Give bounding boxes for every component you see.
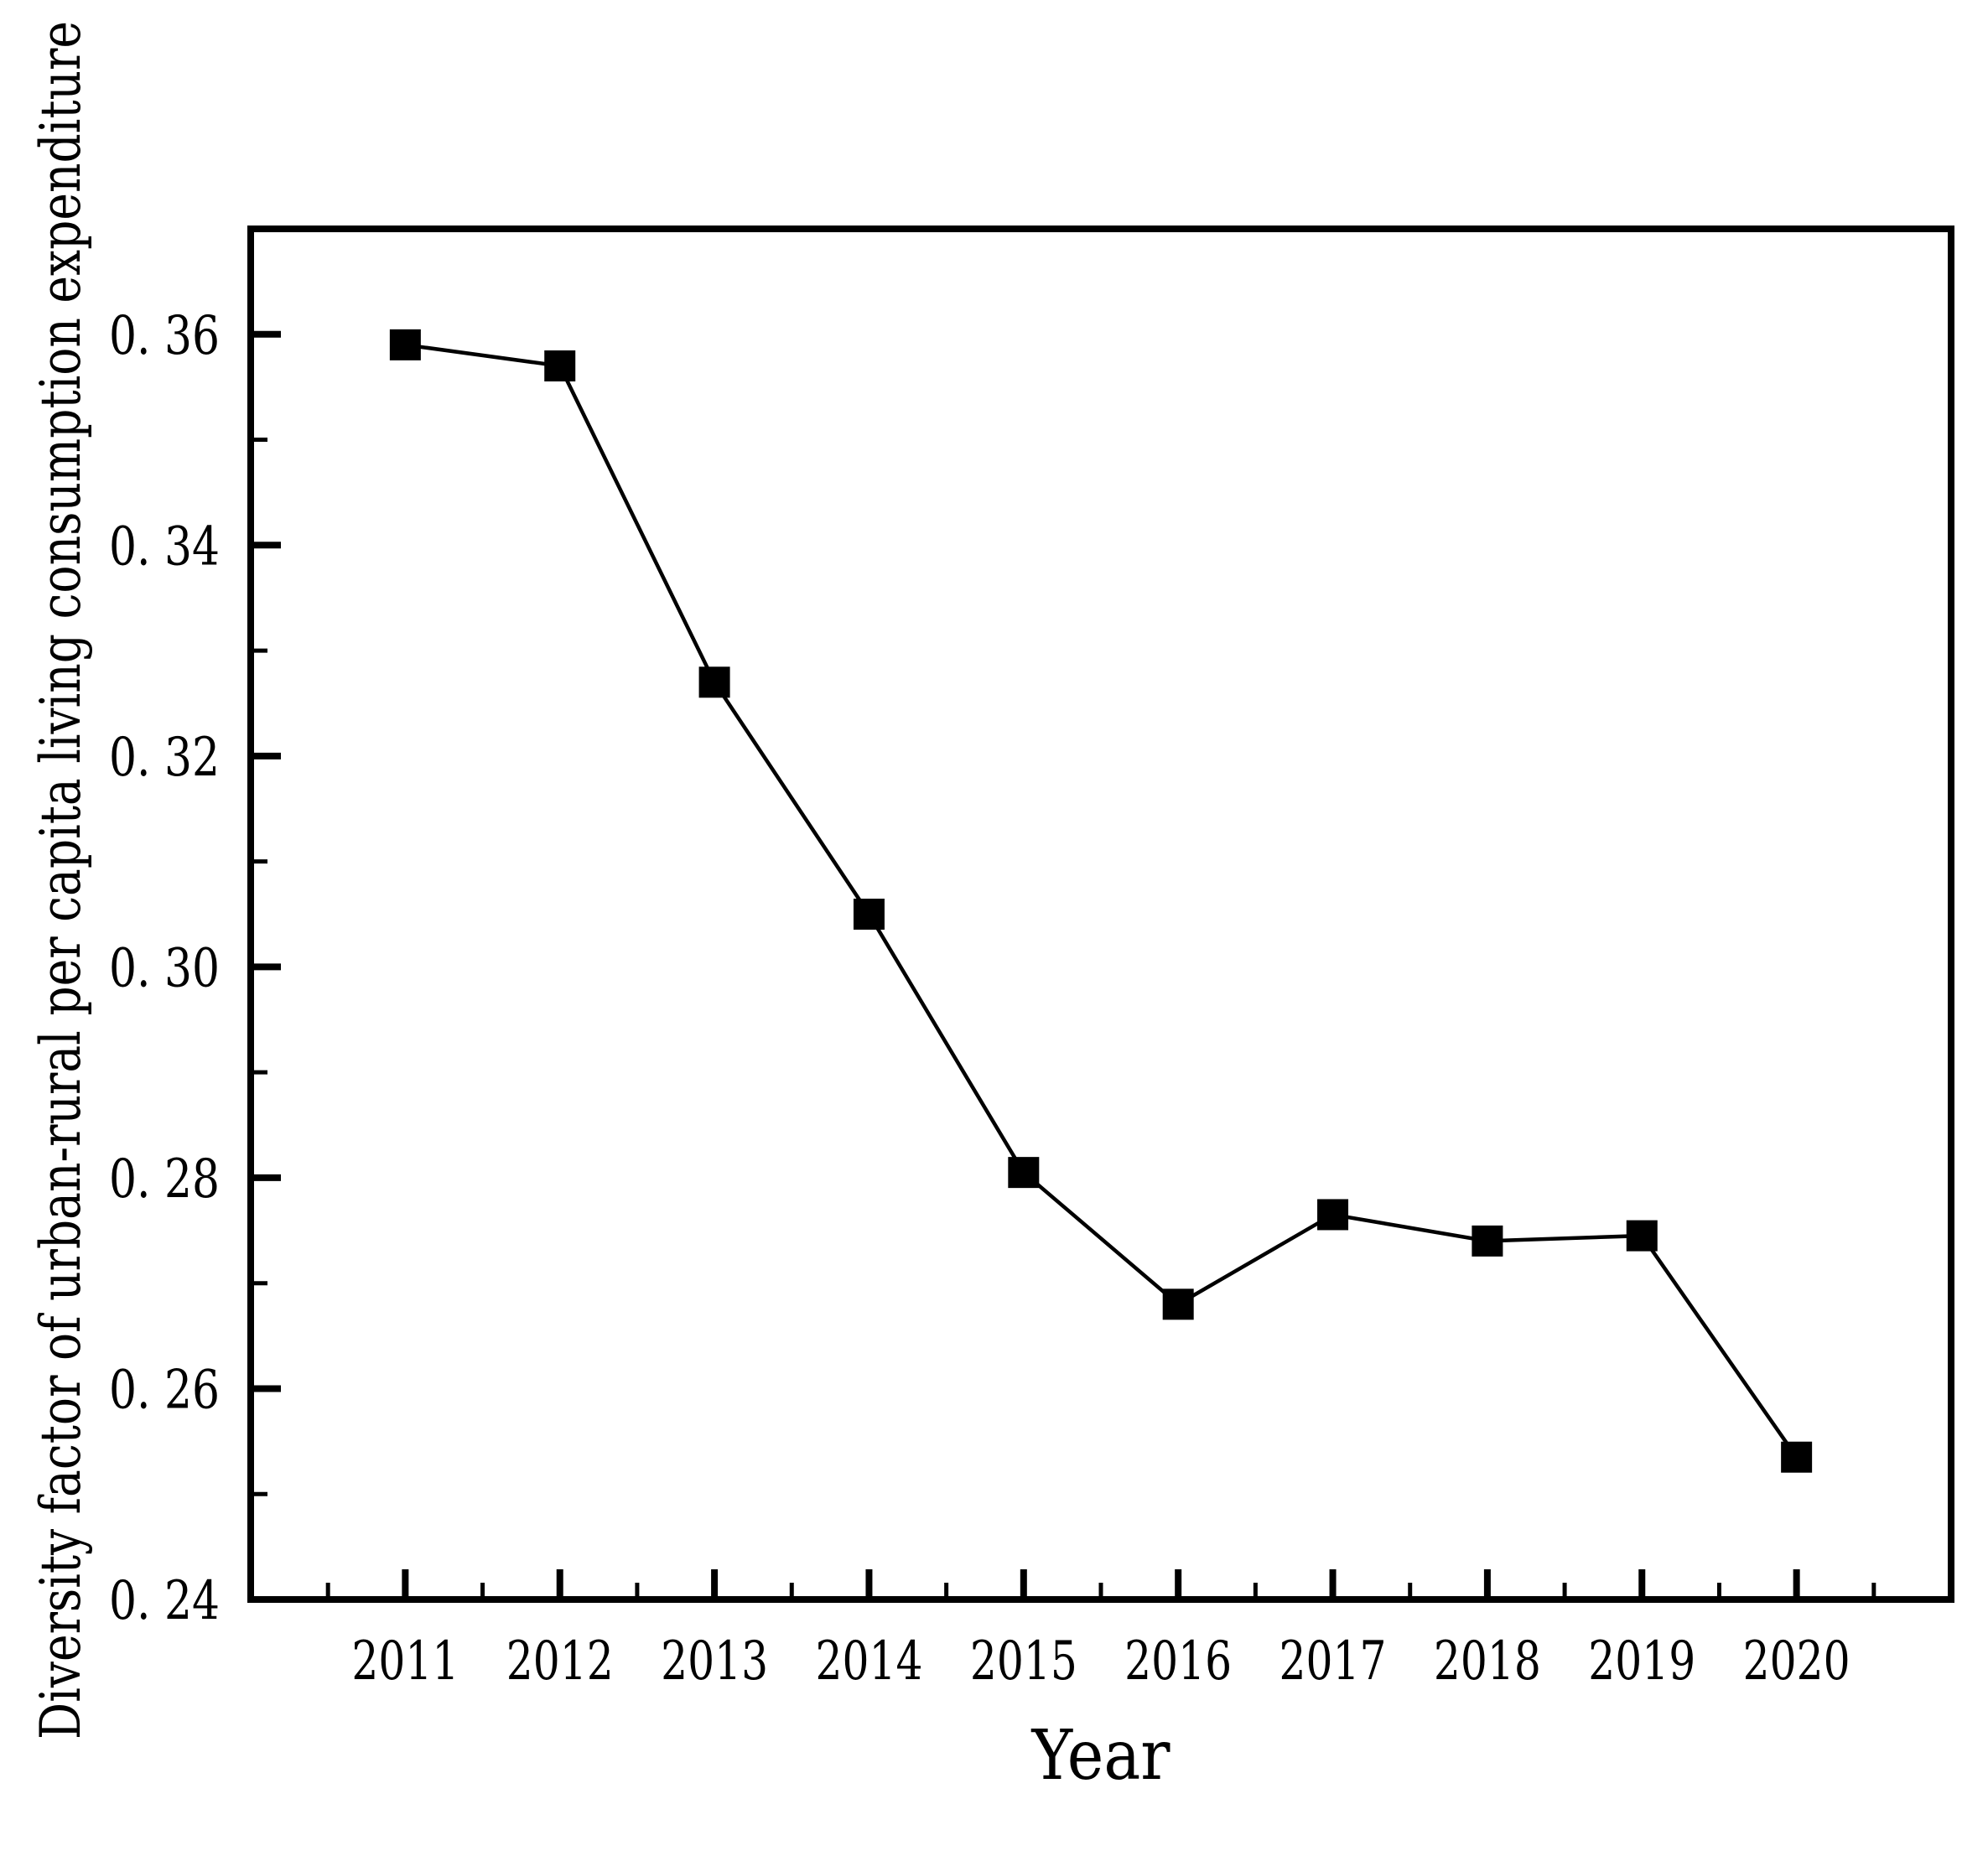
x-tick-label: 2014 bbox=[815, 1630, 922, 1693]
data-point-marker-2015 bbox=[1008, 1157, 1040, 1189]
axes-group: 2011 2012 2013 2014 2015 2016 2017 2018 2019 2020… bbox=[109, 226, 1954, 1693]
series-line bbox=[405, 343, 1799, 1459]
y-tick-label: 0. 28 bbox=[109, 1148, 220, 1211]
data-point-marker-2016 bbox=[1162, 1288, 1194, 1320]
data-point-marker-2019 bbox=[1626, 1220, 1658, 1252]
x-tick-label: 2015 bbox=[970, 1630, 1077, 1693]
x-tick-label: 2013 bbox=[661, 1630, 768, 1693]
x-tick-label: 2017 bbox=[1279, 1630, 1387, 1693]
x-tick-label: 2020 bbox=[1743, 1630, 1850, 1693]
x-axis-label: Year bbox=[1031, 1716, 1171, 1796]
y-tick-label: 0. 32 bbox=[109, 727, 220, 789]
y-tick-label: 0. 26 bbox=[109, 1359, 220, 1421]
y-axis-label: Diversity factor of urban-rural per capi… bbox=[29, 21, 93, 1739]
y-tick-label: 0. 36 bbox=[109, 305, 220, 367]
data-point-marker-2014 bbox=[853, 899, 885, 930]
data-point-marker-2020 bbox=[1781, 1441, 1813, 1473]
x-tick-label: 2011 bbox=[351, 1630, 459, 1693]
plot-border bbox=[247, 226, 1954, 1603]
y-tick-label: 0. 24 bbox=[109, 1570, 220, 1632]
x-tick-label: 2019 bbox=[1588, 1630, 1695, 1693]
data-point-marker-2011 bbox=[389, 329, 421, 360]
y-tick-label: 0. 34 bbox=[109, 516, 220, 578]
data-point-marker-2017 bbox=[1317, 1199, 1349, 1231]
x-tick-label: 2018 bbox=[1434, 1630, 1541, 1693]
data-point-marker-2012 bbox=[544, 350, 576, 381]
y-tick-label: 0. 30 bbox=[109, 937, 220, 999]
x-tick-label: 2016 bbox=[1124, 1630, 1232, 1693]
data-point-marker-2013 bbox=[698, 666, 730, 698]
data-point-marker-2018 bbox=[1472, 1225, 1503, 1257]
x-tick-label: 2012 bbox=[506, 1630, 614, 1693]
